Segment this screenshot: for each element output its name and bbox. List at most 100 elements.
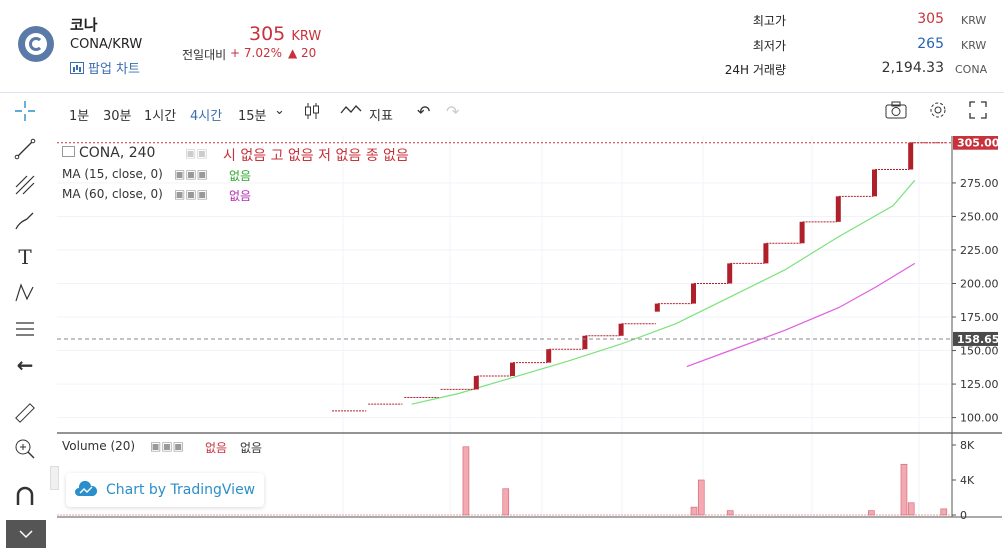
price-candle [473, 376, 479, 390]
price-candle [835, 196, 841, 222]
stat-volume-unit: CONA [955, 63, 988, 76]
text-tool-icon[interactable]: T [18, 245, 32, 269]
price-tick-label: 175.00 [960, 311, 999, 324]
interval-4h[interactable]: 4시간 [190, 109, 223, 124]
price-candle [654, 303, 660, 312]
price-candle [727, 263, 733, 284]
last-price-badge [953, 136, 998, 150]
interval-15m[interactable]: 15분 [238, 109, 267, 124]
bar-chart-icon [70, 61, 84, 74]
ohlc-close-value: 없음 [383, 148, 409, 164]
volume-controls-icon[interactable]: ▣▣▣ [150, 439, 185, 453]
back-arrow-icon[interactable]: ← [16, 353, 34, 377]
price-candle [618, 323, 624, 336]
legend-ma60[interactable]: MA (60, close, 0) [62, 187, 163, 201]
camera-icon[interactable] [885, 101, 907, 123]
ma15-controls-icon[interactable]: ▣▣▣ [174, 167, 209, 181]
price-candle [872, 169, 877, 197]
legend-symbol: CONA, 240 [62, 145, 155, 161]
ma60-controls-icon[interactable]: ▣▣▣ [174, 187, 209, 201]
stat-low-label: 최저가 [752, 39, 786, 53]
price-tick-label: 100.00 [960, 412, 999, 425]
tradingview-cloud-icon [75, 481, 98, 496]
price-value: 305 [249, 23, 286, 45]
settings-gear-icon[interactable] [928, 100, 948, 124]
legend-volume-value-1: 없음 [205, 441, 228, 455]
indicators-button[interactable] [340, 103, 362, 121]
popup-chart-label: 팝업 차트 [88, 62, 140, 77]
prediction-icon[interactable] [10, 314, 40, 344]
brush-icon[interactable] [10, 206, 40, 236]
ohlc-high-label: 고 [270, 148, 284, 164]
price-tick-label: 150.00 [960, 345, 999, 358]
crosshair-badge [953, 331, 998, 346]
stat-high-value: 305 [917, 11, 944, 27]
header-divider [0, 92, 1004, 93]
symbol-controls-icon[interactable]: ▣▣ [185, 146, 208, 160]
crosshair-icon[interactable] [10, 96, 40, 126]
volume-bar [940, 508, 948, 516]
stat-volume-label: 24H 거래량 [724, 63, 786, 77]
trend-line-icon[interactable] [10, 134, 40, 164]
collapse-toolbar-icon[interactable] [6, 520, 46, 548]
pattern-icon[interactable] [10, 278, 40, 308]
undo-icon[interactable]: ↶ [417, 102, 431, 121]
legend-collapse-icon[interactable] [62, 146, 75, 157]
price-unit: KRW [291, 29, 322, 44]
price-candle [763, 243, 769, 264]
tradingview-text: Chart by TradingView [106, 482, 256, 498]
ohlc-open-value: 없음 [240, 148, 267, 164]
indicators-label[interactable]: 지표 [369, 109, 393, 124]
sidebar-collapse-handle[interactable] [50, 466, 59, 490]
fullscreen-icon[interactable] [968, 100, 988, 124]
price-candle [582, 335, 588, 350]
magnet-icon[interactable] [10, 482, 40, 512]
volume-bar [900, 463, 908, 516]
legend-ma15-value: 없음 [229, 169, 252, 183]
interval-dropdown-icon[interactable]: ⌄ [274, 103, 285, 118]
volume-tick-label: 4K [960, 474, 975, 487]
zoom-in-icon[interactable] [10, 434, 40, 464]
legend-ohlc: 시 없음 고 없음 저 없음 종 없음 [223, 145, 409, 165]
indicator-wave-icon [340, 105, 362, 114]
legend-volume[interactable]: Volume (20) [62, 439, 136, 453]
last-price-label: 305.00 [957, 137, 1000, 150]
legend-ma15[interactable]: MA (15, close, 0) [62, 167, 163, 181]
price-candle [799, 221, 805, 244]
volume-tick-label: 0 [960, 509, 967, 522]
legend-symbol-text: CONA, 240 [79, 145, 156, 161]
change-absolute: ▲ 20 [288, 46, 317, 60]
volume-tick-label: 8K [960, 439, 975, 452]
interval-30m[interactable]: 30분 [103, 109, 132, 124]
ma60-line [686, 262, 916, 368]
price-candle [510, 362, 515, 377]
redo-icon[interactable]: ↷ [446, 102, 460, 121]
fib-tool-icon[interactable] [10, 170, 40, 200]
coin-name: 코나 [70, 16, 98, 34]
volume-bar [502, 488, 510, 516]
price-tick-label: 225.00 [960, 244, 999, 257]
price-tick-label: 125.00 [960, 378, 999, 391]
tradingview-branding[interactable]: Chart by TradingView [66, 473, 264, 507]
volume-bar [726, 510, 734, 516]
candle-type-icon[interactable] [303, 101, 321, 125]
ma15-line [411, 179, 916, 405]
stat-volume-value: 2,194.33 [881, 60, 944, 76]
price-tick-label: 250.00 [960, 210, 999, 223]
interval-1h[interactable]: 1시간 [144, 109, 177, 124]
interval-1m[interactable]: 1분 [69, 109, 90, 124]
crosshair-price-label: 158.65 [957, 333, 999, 346]
price-candle [546, 349, 552, 363]
coin-logo-icon [18, 26, 54, 62]
coin-pair: CONA/KRW [70, 37, 143, 52]
stat-high-unit: KRW [961, 14, 987, 27]
ohlc-close-label: 종 [365, 148, 379, 164]
price-tick-label: 200.00 [960, 278, 999, 291]
price-candle [908, 142, 914, 170]
ticker-header: 코나 CONA/KRW 팝업 차트 305 KRW 전일대비 + 7.02% ▲… [0, 0, 1004, 92]
stat-low-unit: KRW [961, 39, 987, 52]
price-chart[interactable]: 100.00 125.00 150.00 175.00 200.00 225.00 250.… [57, 136, 1004, 522]
popup-chart-button[interactable]: 팝업 차트 [70, 58, 140, 77]
ruler-icon[interactable] [10, 398, 40, 428]
stat-high-label: 최고가 [752, 14, 786, 28]
